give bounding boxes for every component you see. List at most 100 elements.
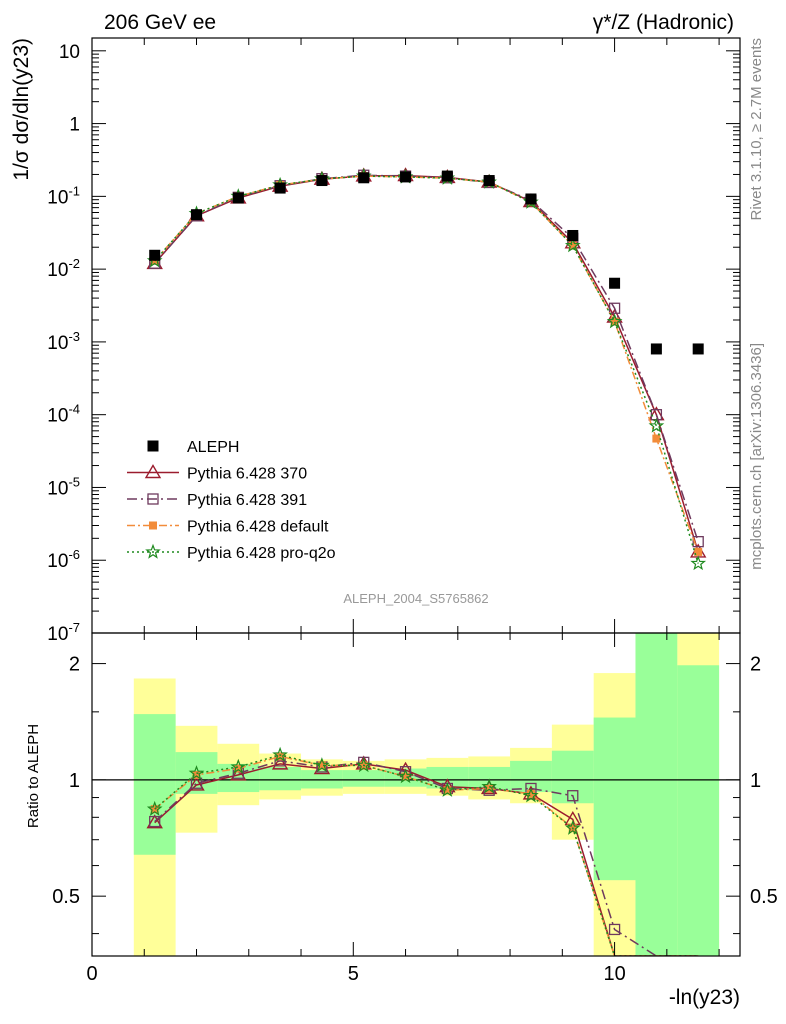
rivet-label: Rivet 3.1.10, ≥ 2.7M events [748,38,765,221]
ratio-marker [230,758,247,774]
ratio-series-line [154,754,699,956]
x-axis-label: -ln(y23) [669,986,740,1009]
uncertainty-band-green [593,717,636,881]
y-tick-label: 10-6 [47,547,80,572]
legend-marker [145,543,161,559]
legend-marker [147,440,159,452]
x-tick-label: 5 [348,963,359,985]
aleph-data-point [650,343,662,355]
aleph-data-point [232,192,244,204]
ratio-marker [567,790,579,802]
ratio-marker [192,770,201,779]
ratio-marker [439,782,456,797]
ratio-marker [526,789,535,798]
uncertainty-band-green [551,750,594,804]
aleph-data-point [609,277,621,289]
ratio-marker [485,784,494,793]
ratio-marker [272,746,288,762]
watermark: ALEPH_2004_S5765862 [343,591,488,606]
series-marker [608,302,621,314]
series-line [154,174,699,542]
main-frame [91,37,741,634]
series-marker [648,417,665,433]
ratio-y-tick-label: 2 [69,654,80,676]
ratio-marker [149,815,161,828]
mcplots-label: mcplots.cern.ch [arXiv:1306.3436] [748,343,765,570]
ratio-frame [91,632,741,957]
ratio-marker [355,757,372,773]
ratio-marker [271,755,289,770]
aleph-data-point [567,229,579,241]
legend-marker [149,521,157,530]
aleph-data-point [358,172,370,184]
ratio-marker [317,761,326,770]
y-tick-label: 1 [69,115,80,136]
y-axis-label-ratio: Ratio to ALEPH [25,724,42,828]
legend-label: Pythia 6.428 default [187,519,329,536]
ratio-y-tick-label: 1 [69,770,80,792]
ratio-marker [564,819,581,835]
y-tick-label: 10-2 [47,256,80,281]
series-line [154,174,699,553]
aleph-data-point [274,182,286,194]
ratio-y-tick-label: 2 [750,654,761,676]
aleph-data-point [483,175,495,187]
header-right: γ*/Z (Hadronic) [593,11,734,34]
ratio-y-tick-label: 1 [750,770,761,792]
ratio-marker [397,768,414,784]
aleph-data-point [441,170,453,182]
ratio-panel [92,633,740,956]
ratio-marker [146,814,163,829]
y-axis-label-main: 1/σ dσ/dln(y23) [10,38,33,181]
aleph-data-point [692,343,704,355]
ratio-marker [188,776,205,791]
uncertainty-band-green [635,633,678,956]
aleph-data-point [400,171,412,183]
legend-label: Pythia 6.428 370 [187,466,307,483]
legend-marker [147,493,159,505]
y-tick-label: 10-1 [47,183,80,208]
series-marker [568,241,577,250]
ratio-marker [608,923,621,936]
aleph-data-point [525,193,537,205]
ratio-marker [481,778,497,794]
ratio-y-tick-label: 0.5 [750,886,778,908]
y-tick-label: 10-4 [47,402,80,427]
ratio-series-line [154,760,699,956]
legend-label: Pythia 6.428 391 [187,492,307,509]
uncertainty-band-green [342,770,385,787]
ratio-marker [314,757,330,773]
main-plot-area [146,167,707,571]
uncertainty-band-green [677,665,720,956]
y-tick-label: 10 [59,42,80,63]
ratio-marker [188,765,205,781]
ratio-plot-area [92,633,740,956]
ratio-marker [234,764,243,773]
axes: 0 5 10 10 1 10-1 10-2 10-3 10-4 10-5 10-6 10-7 0.5 0.… [47,38,778,985]
ratio-marker [146,800,163,816]
aleph-data-point [316,175,328,187]
series-marker [652,434,661,443]
series-marker [564,237,581,253]
ratio-marker [230,766,247,781]
series-marker [610,317,619,326]
aleph-data-point [191,209,203,221]
x-tick-label: 0 [86,963,97,985]
series-marker [694,547,703,556]
ratio-marker [401,772,410,781]
x-tick-label: 10 [603,963,625,985]
series-marker [690,555,707,571]
main-panel [146,167,707,571]
header-left: 206 GeV ee [104,11,216,34]
ratio-marker [443,786,452,795]
uncertainty-band-green [133,714,176,855]
uncertainty-band-green [259,766,302,791]
series-marker [606,313,623,329]
ratio-marker [276,752,285,761]
y-tick-label: 10-3 [47,329,80,354]
legend-label: Pythia 6.428 pro-q2o [187,545,336,562]
ratio-y-tick-label: 0.5 [52,886,80,908]
legend: ALEPH Pythia 6.428 370 Pythia 6.428 391 Pyt… [127,439,336,562]
y-tick-label: 10-7 [47,620,80,645]
series-marker [692,535,704,548]
